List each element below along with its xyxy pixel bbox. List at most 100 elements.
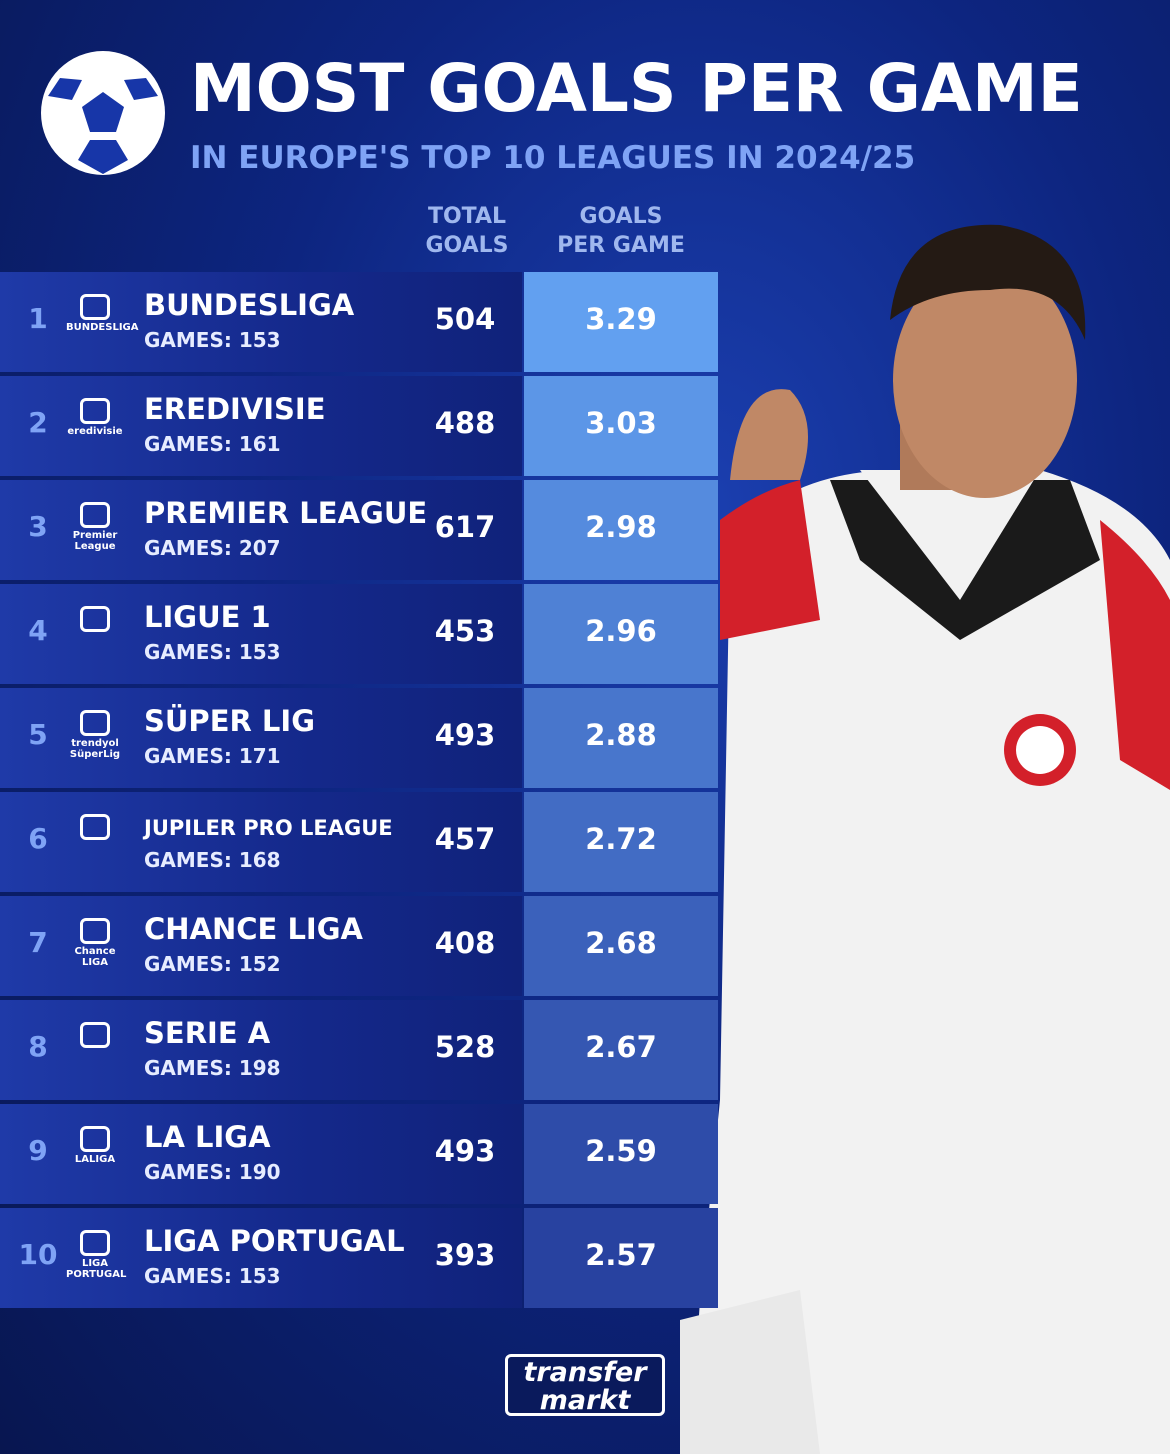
total-goals: 408 — [434, 926, 496, 960]
league-logo — [66, 814, 124, 872]
logo-text: Chance LIGA — [74, 946, 116, 968]
row-background — [0, 480, 522, 580]
total-goals: 493 — [434, 718, 496, 752]
brand-text: transfer — [523, 1357, 647, 1388]
league-logo: Chance LIGA — [66, 918, 124, 976]
row-background — [0, 272, 522, 372]
table-row: 2.88 5 trendyol SüperLig SÜPER LIG GAMES: 17… — [0, 688, 718, 788]
goals-per-game: 2.88 — [585, 718, 657, 752]
goals-per-game: 2.57 — [585, 1238, 657, 1272]
highlight-cell: 2.59 — [524, 1104, 718, 1204]
total-goals: 528 — [434, 1030, 496, 1064]
goals-per-game: 2.72 — [585, 822, 657, 856]
league-name: PREMIER LEAGUE — [144, 496, 428, 530]
table-row: 2.67 8 SERIE A GAMES: 198 528 — [0, 1000, 718, 1100]
games-count: GAMES: 190 — [144, 1160, 281, 1184]
table-row: 2.72 6 JUPILER PRO LEAGUE GAMES: 168 457 — [0, 792, 718, 892]
games-count: GAMES: 168 — [144, 848, 281, 872]
table-row: 3.29 1 BUNDESLIGA BUNDESLIGA GAMES: 153 504 — [0, 272, 718, 372]
games-count: GAMES: 161 — [144, 432, 281, 456]
league-name: LIGUE 1 — [144, 600, 271, 634]
highlight-cell: 2.98 — [524, 480, 718, 580]
title: MOST GOALS PER GAME — [190, 50, 1083, 127]
league-name: LIGA PORTUGAL — [144, 1224, 405, 1258]
goals-per-game: 2.98 — [585, 510, 657, 544]
row-background — [0, 896, 522, 996]
league-logo: BUNDESLIGA — [66, 294, 139, 352]
games-count: GAMES: 152 — [144, 952, 281, 976]
highlight-cell: 3.29 — [524, 272, 718, 372]
row-background — [0, 688, 522, 788]
rank: 3 — [28, 510, 48, 543]
games-count: GAMES: 153 — [144, 640, 281, 664]
highlight-cell: 3.03 — [524, 376, 718, 476]
rank: 8 — [28, 1030, 48, 1063]
games-count: GAMES: 171 — [144, 744, 281, 768]
logo-text: eredivisie — [67, 426, 123, 437]
goals-per-game: 2.96 — [585, 614, 657, 648]
table-row: 2.98 3 Premier League PREMIER LEAGUE GAMES: … — [0, 480, 718, 580]
highlight-cell: 2.72 — [524, 792, 718, 892]
rank: 10 — [18, 1238, 58, 1271]
games-count: GAMES: 198 — [144, 1056, 281, 1080]
league-name: JUPILER PRO LEAGUE — [144, 816, 393, 840]
logo-mark — [80, 1126, 110, 1152]
rank: 6 — [28, 822, 48, 855]
player-photo — [680, 224, 1170, 1454]
league-logo: LIGA PORTUGAL — [66, 1230, 127, 1288]
league-name: EREDIVISIE — [144, 392, 326, 426]
logo-text: LALIGA — [74, 1154, 116, 1165]
logo-mark — [80, 398, 110, 424]
logo-mark — [80, 1230, 110, 1256]
logo-text: Premier League — [72, 530, 118, 552]
goals-per-game: 2.59 — [585, 1134, 657, 1168]
league-logo — [66, 606, 124, 664]
row-background — [0, 1104, 522, 1204]
logo-mark — [80, 294, 110, 320]
column-header: GOALS PER GAME — [557, 204, 685, 258]
league-logo — [66, 1022, 124, 1080]
row-background — [0, 792, 522, 892]
rank: 1 — [28, 302, 48, 335]
highlight-cell: 2.68 — [524, 896, 718, 996]
league-logo: Premier League — [66, 502, 124, 560]
logo-text: LIGA PORTUGAL — [66, 1258, 127, 1280]
rank: 7 — [28, 926, 48, 959]
goals-per-game: 2.68 — [585, 926, 657, 960]
league-logo: trendyol SüperLig — [66, 710, 124, 768]
logo-mark — [80, 710, 110, 736]
total-goals: 488 — [434, 406, 496, 440]
league-name: SERIE A — [144, 1016, 271, 1050]
logo-text: BUNDESLIGA — [66, 322, 139, 333]
logo-mark — [80, 918, 110, 944]
table-row: 3.03 2 eredivisie EREDIVISIE GAMES: 161 488 — [0, 376, 718, 476]
table-row: 2.59 9 LALIGA LA LIGA GAMES: 190 493 — [0, 1104, 718, 1204]
total-goals: 504 — [434, 302, 496, 336]
logo-text: trendyol SüperLig — [69, 738, 121, 760]
row-background — [0, 1000, 522, 1100]
total-goals: 393 — [434, 1238, 496, 1272]
goals-per-game: 2.67 — [585, 1030, 657, 1064]
column-header: TOTAL GOALS — [425, 204, 509, 258]
total-goals: 617 — [434, 510, 496, 544]
rank: 9 — [28, 1134, 48, 1167]
league-name: SÜPER LIG — [144, 704, 315, 738]
row-background — [0, 376, 522, 476]
games-count: GAMES: 153 — [144, 328, 281, 352]
league-name: BUNDESLIGA — [144, 288, 355, 322]
logo-mark — [80, 1022, 110, 1048]
total-goals: 457 — [434, 822, 496, 856]
highlight-cell: 2.88 — [524, 688, 718, 788]
subtitle: IN EUROPE'S TOP 10 LEAGUES IN 2024/25 — [190, 140, 916, 176]
highlight-cell: 2.67 — [524, 1000, 718, 1100]
highlight-cell: 2.57 — [524, 1208, 718, 1308]
total-goals: 493 — [434, 1134, 496, 1168]
games-count: GAMES: 207 — [144, 536, 281, 560]
table-row: 2.68 7 Chance LIGA CHANCE LIGA GAMES: 152 408 — [0, 896, 718, 996]
rank: 2 — [28, 406, 48, 439]
row-background — [0, 1208, 522, 1308]
table-row: 2.96 4 LIGUE 1 GAMES: 153 453 — [0, 584, 718, 684]
goals-per-game: 3.03 — [585, 406, 657, 440]
